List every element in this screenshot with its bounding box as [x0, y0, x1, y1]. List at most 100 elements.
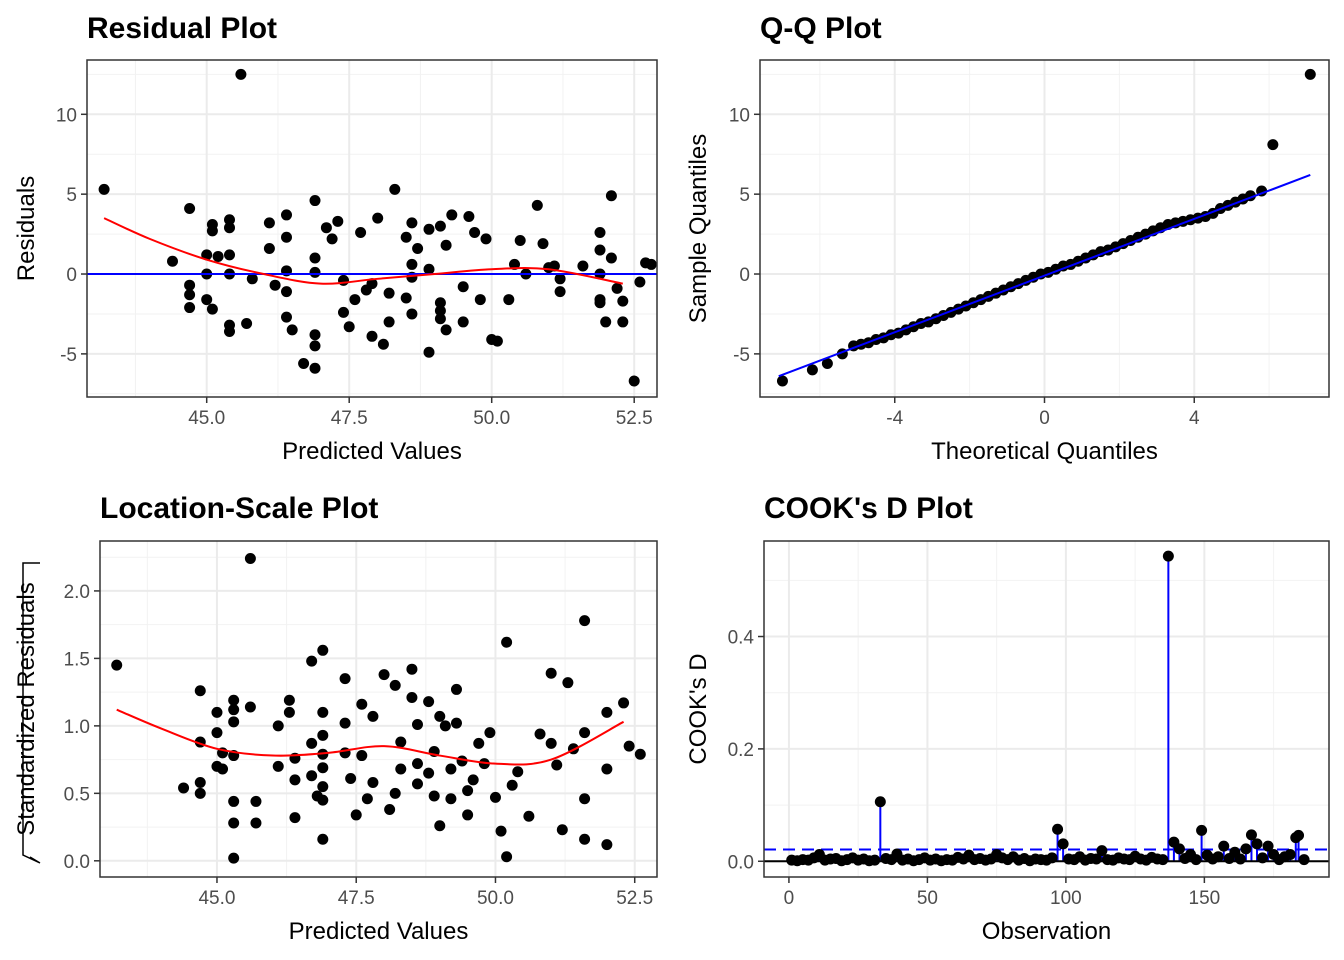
- data-point: [269, 279, 281, 291]
- data-point: [406, 217, 418, 229]
- data-point: [605, 252, 617, 264]
- data-point: [601, 839, 613, 851]
- data-point: [428, 790, 440, 802]
- x-tick-label: 50: [917, 888, 938, 909]
- data-point: [577, 260, 589, 272]
- data-point: [634, 276, 646, 288]
- data-point: [601, 763, 613, 775]
- x-tick-label: -4: [886, 408, 903, 429]
- data-point: [224, 222, 235, 234]
- data-point: [283, 694, 295, 706]
- data-point: [406, 258, 418, 270]
- x-tick-label: 0: [784, 888, 795, 909]
- data-point: [212, 250, 224, 262]
- x-tick-label: 52.5: [616, 888, 653, 909]
- data-point: [1284, 849, 1296, 861]
- data-point: [281, 231, 292, 243]
- data-point: [446, 209, 458, 221]
- data-point: [1304, 68, 1316, 80]
- data-point: [286, 324, 298, 336]
- data-point: [345, 772, 357, 784]
- data-point: [440, 239, 452, 251]
- y-tick-label: 1.0: [64, 717, 90, 738]
- data-point: [377, 338, 389, 350]
- data-point: [228, 817, 240, 829]
- data-point: [184, 289, 196, 301]
- data-point: [250, 817, 262, 829]
- data-point: [366, 278, 378, 290]
- data-point: [594, 297, 606, 309]
- data-point: [1162, 550, 1174, 562]
- data-point: [463, 211, 475, 223]
- data-point: [201, 249, 213, 261]
- data-point: [228, 694, 240, 706]
- data-point: [339, 717, 351, 729]
- data-point: [224, 214, 235, 226]
- data-point: [228, 795, 240, 807]
- data-point: [224, 249, 235, 261]
- panel-2: -4 0 4 -5 0 5 10 Q-Q Plot Theoretical Quantiles S…: [685, 12, 1330, 465]
- data-point: [489, 791, 501, 803]
- data-point: [246, 273, 258, 285]
- data-point: [309, 195, 321, 207]
- data-point: [411, 719, 423, 731]
- data-point: [440, 324, 452, 336]
- data-point: [412, 242, 424, 254]
- data-point: [450, 683, 462, 695]
- data-point: [423, 346, 435, 358]
- data-point: [244, 553, 256, 565]
- data-point: [579, 793, 591, 805]
- data-point: [289, 774, 301, 786]
- data-point: [367, 777, 379, 789]
- data-point: [423, 263, 435, 275]
- data-point: [531, 199, 543, 211]
- data-point: [194, 787, 206, 799]
- data-point: [611, 282, 623, 294]
- data-point: [474, 294, 486, 306]
- data-point: [579, 727, 591, 739]
- data-point: [194, 777, 206, 789]
- data-point: [184, 302, 196, 314]
- data-point: [594, 226, 606, 238]
- data-point: [534, 728, 546, 740]
- data-point: [491, 335, 503, 347]
- data-point: [250, 795, 262, 807]
- data-point: [378, 669, 390, 681]
- data-point: [111, 659, 123, 671]
- data-point: [821, 357, 833, 369]
- data-point: [355, 226, 367, 238]
- y-axis-label: Standardized Residuals: [13, 582, 40, 836]
- data-point: [306, 737, 318, 749]
- grid: [760, 60, 1329, 397]
- y-tick-label: 0.2: [728, 740, 754, 761]
- data-point: [1267, 139, 1279, 151]
- x-tick-label: 50.0: [477, 888, 514, 909]
- data-point: [272, 720, 284, 732]
- data-point: [320, 222, 332, 234]
- data-point: [806, 364, 818, 376]
- data-point: [869, 854, 881, 866]
- data-point: [406, 663, 418, 675]
- data-point: [445, 793, 457, 805]
- data-point: [194, 685, 206, 697]
- data-point: [545, 667, 557, 679]
- data-point: [317, 794, 329, 806]
- data-point: [469, 226, 481, 238]
- data-point: [309, 340, 321, 352]
- data-point: [384, 804, 396, 816]
- data-point: [462, 809, 474, 821]
- data-point: [1096, 845, 1108, 857]
- data-point: [338, 306, 349, 318]
- y-tick-label: 5: [66, 185, 77, 206]
- y-tick-label: 0: [66, 265, 77, 286]
- data-point: [263, 242, 275, 254]
- data-point: [298, 357, 310, 369]
- data-point: [224, 326, 235, 338]
- data-point: [317, 833, 329, 845]
- data-point: [776, 375, 788, 387]
- data-point: [167, 255, 178, 267]
- data-point: [434, 220, 446, 232]
- data-point: [184, 279, 196, 291]
- panel-1: 45.0 47.5 50.0 52.5 -5 0 5 10 Residual Plot Predi…: [13, 12, 658, 465]
- data-point: [356, 698, 368, 710]
